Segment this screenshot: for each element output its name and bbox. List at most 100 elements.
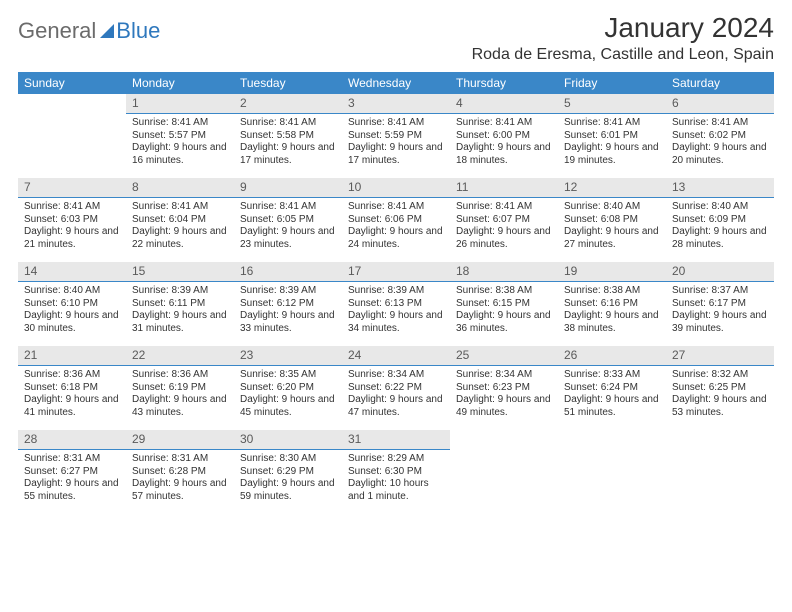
day-cell: 28Sunrise: 8:31 AMSunset: 6:27 PMDayligh… (18, 430, 126, 514)
daylight-text: Daylight: 9 hours and 55 minutes. (24, 478, 120, 503)
day-number: 31 (342, 430, 450, 450)
weekday-wednesday: Wednesday (342, 72, 450, 94)
sunset-text: Sunset: 6:07 PM (456, 214, 552, 227)
sunrise-text: Sunrise: 8:40 AM (672, 201, 768, 214)
day-body: Sunrise: 8:41 AMSunset: 6:06 PMDaylight:… (342, 198, 450, 257)
sunrise-text: Sunrise: 8:34 AM (348, 369, 444, 382)
sunrise-text: Sunrise: 8:38 AM (564, 285, 660, 298)
day-body: Sunrise: 8:36 AMSunset: 6:18 PMDaylight:… (18, 366, 126, 425)
day-body: Sunrise: 8:29 AMSunset: 6:30 PMDaylight:… (342, 450, 450, 509)
sunset-text: Sunset: 6:27 PM (24, 466, 120, 479)
day-cell (558, 430, 666, 514)
day-body: Sunrise: 8:41 AMSunset: 5:59 PMDaylight:… (342, 114, 450, 173)
day-cell (666, 430, 774, 514)
day-body: Sunrise: 8:41 AMSunset: 6:01 PMDaylight:… (558, 114, 666, 173)
daylight-text: Daylight: 9 hours and 45 minutes. (240, 394, 336, 419)
day-cell: 14Sunrise: 8:40 AMSunset: 6:10 PMDayligh… (18, 262, 126, 346)
logo-word-blue: Blue (116, 18, 160, 44)
sunset-text: Sunset: 6:04 PM (132, 214, 228, 227)
sunset-text: Sunset: 6:00 PM (456, 130, 552, 143)
sunrise-text: Sunrise: 8:41 AM (132, 201, 228, 214)
sunset-text: Sunset: 6:18 PM (24, 382, 120, 395)
day-cell: 23Sunrise: 8:35 AMSunset: 6:20 PMDayligh… (234, 346, 342, 430)
day-body: Sunrise: 8:39 AMSunset: 6:12 PMDaylight:… (234, 282, 342, 341)
day-cell: 19Sunrise: 8:38 AMSunset: 6:16 PMDayligh… (558, 262, 666, 346)
day-body: Sunrise: 8:41 AMSunset: 6:05 PMDaylight:… (234, 198, 342, 257)
day-number: 9 (234, 178, 342, 198)
sunrise-text: Sunrise: 8:36 AM (24, 369, 120, 382)
daylight-text: Daylight: 9 hours and 47 minutes. (348, 394, 444, 419)
day-number: 2 (234, 94, 342, 114)
daylight-text: Daylight: 9 hours and 33 minutes. (240, 310, 336, 335)
day-body: Sunrise: 8:41 AMSunset: 6:07 PMDaylight:… (450, 198, 558, 257)
day-cell: 31Sunrise: 8:29 AMSunset: 6:30 PMDayligh… (342, 430, 450, 514)
weekday-monday: Monday (126, 72, 234, 94)
header: General Blue January 2024 Roda de Eresma… (18, 12, 774, 64)
day-cell: 10Sunrise: 8:41 AMSunset: 6:06 PMDayligh… (342, 178, 450, 262)
day-cell: 29Sunrise: 8:31 AMSunset: 6:28 PMDayligh… (126, 430, 234, 514)
sunset-text: Sunset: 6:30 PM (348, 466, 444, 479)
daylight-text: Daylight: 9 hours and 28 minutes. (672, 226, 768, 251)
sunrise-text: Sunrise: 8:41 AM (240, 201, 336, 214)
weeks-container: 1Sunrise: 8:41 AMSunset: 5:57 PMDaylight… (18, 94, 774, 514)
sunset-text: Sunset: 6:24 PM (564, 382, 660, 395)
week-row: 7Sunrise: 8:41 AMSunset: 6:03 PMDaylight… (18, 178, 774, 262)
weekday-header-row: Sunday Monday Tuesday Wednesday Thursday… (18, 72, 774, 94)
sunset-text: Sunset: 6:02 PM (672, 130, 768, 143)
sunrise-text: Sunrise: 8:35 AM (240, 369, 336, 382)
daylight-text: Daylight: 9 hours and 41 minutes. (24, 394, 120, 419)
day-number: 8 (126, 178, 234, 198)
day-number: 18 (450, 262, 558, 282)
day-body: Sunrise: 8:41 AMSunset: 6:03 PMDaylight:… (18, 198, 126, 257)
sunset-text: Sunset: 6:09 PM (672, 214, 768, 227)
sunset-text: Sunset: 6:23 PM (456, 382, 552, 395)
day-body: Sunrise: 8:41 AMSunset: 6:02 PMDaylight:… (666, 114, 774, 173)
sunrise-text: Sunrise: 8:37 AM (672, 285, 768, 298)
day-cell: 9Sunrise: 8:41 AMSunset: 6:05 PMDaylight… (234, 178, 342, 262)
daylight-text: Daylight: 9 hours and 22 minutes. (132, 226, 228, 251)
day-cell: 20Sunrise: 8:37 AMSunset: 6:17 PMDayligh… (666, 262, 774, 346)
day-number: 24 (342, 346, 450, 366)
day-cell (450, 430, 558, 514)
daylight-text: Daylight: 9 hours and 57 minutes. (132, 478, 228, 503)
daylight-text: Daylight: 9 hours and 43 minutes. (132, 394, 228, 419)
day-body: Sunrise: 8:36 AMSunset: 6:19 PMDaylight:… (126, 366, 234, 425)
sunset-text: Sunset: 6:01 PM (564, 130, 660, 143)
logo-triangle-icon (100, 24, 114, 38)
sunset-text: Sunset: 6:29 PM (240, 466, 336, 479)
sunset-text: Sunset: 6:05 PM (240, 214, 336, 227)
day-number: 16 (234, 262, 342, 282)
daylight-text: Daylight: 9 hours and 34 minutes. (348, 310, 444, 335)
day-body: Sunrise: 8:41 AMSunset: 6:04 PMDaylight:… (126, 198, 234, 257)
daylight-text: Daylight: 10 hours and 1 minute. (348, 478, 444, 503)
day-cell: 11Sunrise: 8:41 AMSunset: 6:07 PMDayligh… (450, 178, 558, 262)
day-number: 12 (558, 178, 666, 198)
daylight-text: Daylight: 9 hours and 24 minutes. (348, 226, 444, 251)
day-number: 21 (18, 346, 126, 366)
sunrise-text: Sunrise: 8:31 AM (132, 453, 228, 466)
day-body: Sunrise: 8:30 AMSunset: 6:29 PMDaylight:… (234, 450, 342, 509)
day-cell: 15Sunrise: 8:39 AMSunset: 6:11 PMDayligh… (126, 262, 234, 346)
daylight-text: Daylight: 9 hours and 31 minutes. (132, 310, 228, 335)
day-number: 4 (450, 94, 558, 114)
week-row: 1Sunrise: 8:41 AMSunset: 5:57 PMDaylight… (18, 94, 774, 178)
sunrise-text: Sunrise: 8:31 AM (24, 453, 120, 466)
daylight-text: Daylight: 9 hours and 26 minutes. (456, 226, 552, 251)
sunset-text: Sunset: 6:03 PM (24, 214, 120, 227)
daylight-text: Daylight: 9 hours and 30 minutes. (24, 310, 120, 335)
daylight-text: Daylight: 9 hours and 51 minutes. (564, 394, 660, 419)
sunrise-text: Sunrise: 8:41 AM (456, 117, 552, 130)
day-cell: 30Sunrise: 8:30 AMSunset: 6:29 PMDayligh… (234, 430, 342, 514)
daylight-text: Daylight: 9 hours and 38 minutes. (564, 310, 660, 335)
weekday-sunday: Sunday (18, 72, 126, 94)
day-number: 30 (234, 430, 342, 450)
sunset-text: Sunset: 6:19 PM (132, 382, 228, 395)
sunset-text: Sunset: 6:12 PM (240, 298, 336, 311)
day-body: Sunrise: 8:40 AMSunset: 6:08 PMDaylight:… (558, 198, 666, 257)
sunset-text: Sunset: 6:28 PM (132, 466, 228, 479)
day-number: 19 (558, 262, 666, 282)
sunrise-text: Sunrise: 8:41 AM (564, 117, 660, 130)
day-body: Sunrise: 8:40 AMSunset: 6:10 PMDaylight:… (18, 282, 126, 341)
day-number: 11 (450, 178, 558, 198)
day-body: Sunrise: 8:34 AMSunset: 6:23 PMDaylight:… (450, 366, 558, 425)
